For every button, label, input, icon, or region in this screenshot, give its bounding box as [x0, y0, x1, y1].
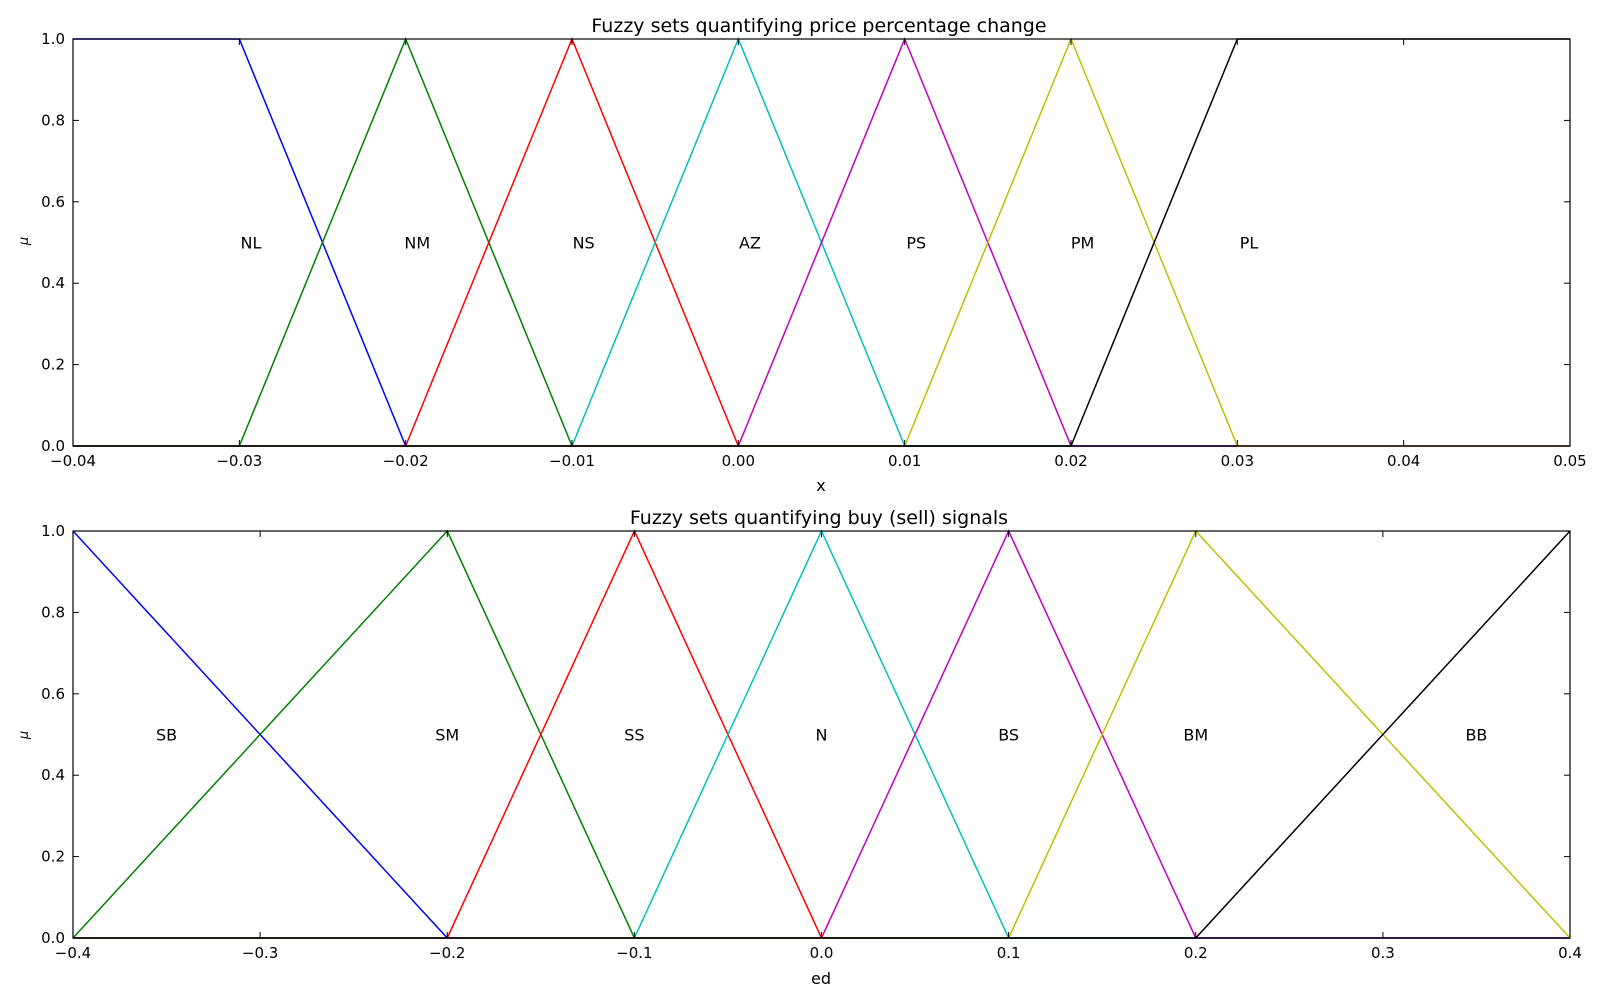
- set-label-sm: SM: [435, 726, 459, 745]
- chart-title: Fuzzy sets quantifying buy (sell) signal…: [630, 507, 1008, 529]
- x-tick-label: −0.01: [549, 452, 595, 470]
- set-label-pm: PM: [1071, 234, 1094, 253]
- y-tick-label: 1.0: [41, 30, 65, 48]
- x-tick-label: 0.02: [1054, 452, 1087, 470]
- x-tick-label: 0.00: [722, 452, 755, 470]
- x-tick-label: 0.2: [1184, 944, 1208, 962]
- chart-title: Fuzzy sets quantifying price percentage …: [591, 15, 1046, 37]
- y-tick-label: 0.6: [41, 193, 65, 211]
- set-label-sb: SB: [156, 726, 177, 745]
- y-tick-label: 0.4: [41, 274, 65, 292]
- x-axis-label: ed: [811, 969, 831, 988]
- x-tick-label: −0.4: [55, 944, 91, 962]
- set-label-bb: BB: [1465, 726, 1487, 745]
- x-tick-label: 0.3: [1371, 944, 1395, 962]
- x-tick-label: −0.3: [242, 944, 278, 962]
- x-tick-label: 0.04: [1387, 452, 1420, 470]
- x-tick-label: −0.04: [50, 452, 96, 470]
- y-tick-label: 1.0: [41, 522, 65, 540]
- y-tick-label: 0.0: [41, 437, 65, 455]
- buy-sell-signal-chart: Fuzzy sets quantifying buy (sell) signal…: [17, 507, 1582, 988]
- set-label-pl: PL: [1240, 234, 1259, 253]
- x-tick-label: −0.2: [429, 944, 465, 962]
- x-axis-label: x: [816, 476, 825, 495]
- y-axis-label: μ: [17, 237, 32, 246]
- x-tick-label: 0.1: [997, 944, 1021, 962]
- y-tick-label: 0.2: [41, 356, 65, 374]
- x-tick-label: 0.0: [810, 944, 834, 962]
- price-change-chart: Fuzzy sets quantifying price percentage …: [17, 15, 1587, 495]
- series-line-ps: [73, 37, 1570, 447]
- x-tick-label: −0.1: [616, 944, 652, 962]
- set-label-nm: NM: [404, 234, 430, 253]
- set-label-nl: NL: [241, 234, 262, 253]
- set-label-n: N: [816, 726, 828, 745]
- y-tick-label: 0.4: [41, 766, 65, 784]
- y-tick-label: 0.6: [41, 685, 65, 703]
- y-tick-label: 0.8: [41, 603, 65, 621]
- x-tick-label: 0.03: [1221, 452, 1254, 470]
- x-tick-label: −0.03: [216, 452, 262, 470]
- y-axis-label: μ: [17, 731, 32, 740]
- set-label-bs: BS: [998, 726, 1019, 745]
- set-label-az: AZ: [739, 234, 761, 253]
- x-tick-label: −0.02: [383, 452, 429, 470]
- y-tick-label: 0.2: [41, 848, 65, 866]
- set-label-bm: BM: [1183, 726, 1208, 745]
- set-label-ps: PS: [906, 234, 926, 253]
- x-tick-label: 0.4: [1558, 944, 1582, 962]
- y-tick-label: 0.0: [41, 929, 65, 947]
- set-label-ss: SS: [624, 726, 644, 745]
- plot-frame: [72, 38, 1571, 447]
- x-tick-label: 0.01: [888, 452, 921, 470]
- set-label-ns: NS: [573, 234, 595, 253]
- x-tick-label: 0.05: [1553, 452, 1586, 470]
- y-tick-label: 0.8: [41, 111, 65, 129]
